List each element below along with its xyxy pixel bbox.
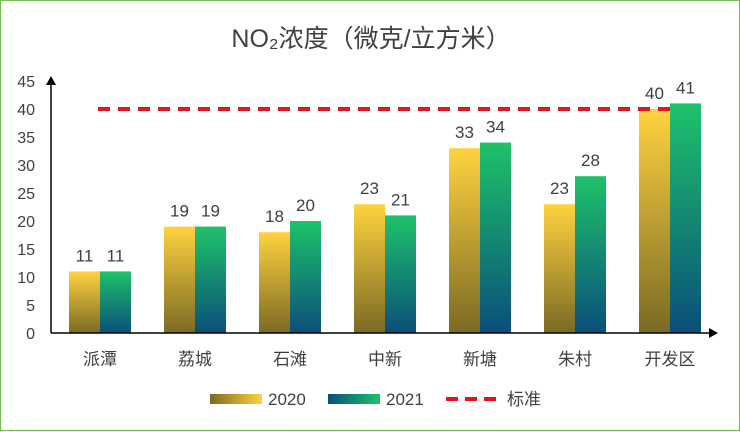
- bar-2021-派潭: [100, 271, 131, 333]
- x-category-label: 派潭: [83, 350, 117, 369]
- chart-title: NO₂浓度（微克/立方米）: [231, 25, 510, 53]
- legend-label-2021: 2021: [386, 390, 424, 409]
- y-tick-label: 25: [17, 186, 35, 203]
- bar-2021-中新: [385, 215, 416, 333]
- data-label-2021-石滩: 20: [296, 196, 315, 215]
- data-label-2021-开发区: 41: [676, 78, 695, 97]
- x-axis-arrow: [709, 328, 718, 338]
- data-label-2021-朱村: 28: [581, 151, 600, 170]
- legend-label-2020: 2020: [268, 390, 306, 409]
- x-category-label: 石滩: [273, 350, 307, 369]
- y-tick-label: 5: [26, 298, 35, 315]
- y-tick-label: 15: [17, 242, 35, 259]
- data-label-2020-新塘: 33: [455, 123, 474, 142]
- bar-2021-新塘: [480, 142, 511, 333]
- legend-swatch-2021: [328, 394, 380, 404]
- data-label-2020-中新: 23: [360, 179, 379, 198]
- bar-2020-荔城: [164, 226, 195, 333]
- data-label-2021-荔城: 19: [201, 202, 220, 221]
- legend-label-standard: 标准: [507, 390, 541, 409]
- data-label-2020-开发区: 40: [645, 84, 664, 103]
- y-tick-label: 0: [26, 326, 35, 343]
- y-tick-label: 35: [17, 130, 35, 147]
- x-category-label: 开发区: [645, 350, 696, 369]
- bar-2021-开发区: [670, 103, 701, 334]
- x-category-label: 朱村: [558, 350, 592, 369]
- bar-2020-朱村: [544, 204, 575, 333]
- y-tick-label: 30: [17, 158, 35, 175]
- data-label-2020-荔城: 19: [170, 202, 189, 221]
- y-tick-label: 20: [17, 214, 35, 231]
- data-label-2020-石滩: 18: [265, 207, 284, 226]
- bar-2021-朱村: [575, 176, 606, 333]
- legend-swatch-2020: [210, 394, 262, 404]
- bar-2020-中新: [354, 204, 385, 333]
- x-category-label: 新塘: [463, 350, 497, 369]
- bar-2020-开发区: [639, 109, 670, 333]
- x-category-label: 中新: [368, 350, 402, 369]
- bars: [69, 103, 701, 334]
- data-label-2021-派潭: 11: [107, 246, 125, 265]
- y-tick-label: 45: [17, 74, 35, 91]
- data-label-2020-朱村: 23: [550, 179, 569, 198]
- y-axis-arrow: [46, 76, 56, 85]
- data-label-2021-中新: 21: [391, 190, 410, 209]
- y-tick-label: 10: [17, 270, 35, 287]
- bar-2020-派潭: [69, 271, 100, 333]
- y-tick-label: 40: [17, 102, 35, 119]
- x-axis-categories: 派潭 荔城 石滩 中新 新塘 朱村 开发区: [83, 350, 696, 369]
- x-category-label: 荔城: [178, 350, 212, 369]
- bar-2020-石滩: [259, 232, 290, 333]
- data-label-2021-新塘: 34: [486, 118, 505, 137]
- data-labels: 11 11 19 19 18 20 23 21 33 34 23 28 40 41: [76, 78, 695, 265]
- bar-2021-荔城: [195, 226, 226, 333]
- y-axis-ticks: 0 5 10 15 20 25 30 35 40 45: [17, 74, 35, 343]
- data-label-2020-派潭: 11: [76, 246, 94, 265]
- bar-2021-石滩: [290, 221, 321, 333]
- bar-2020-新塘: [449, 148, 480, 333]
- legend: 2020 2021 标准: [210, 390, 541, 409]
